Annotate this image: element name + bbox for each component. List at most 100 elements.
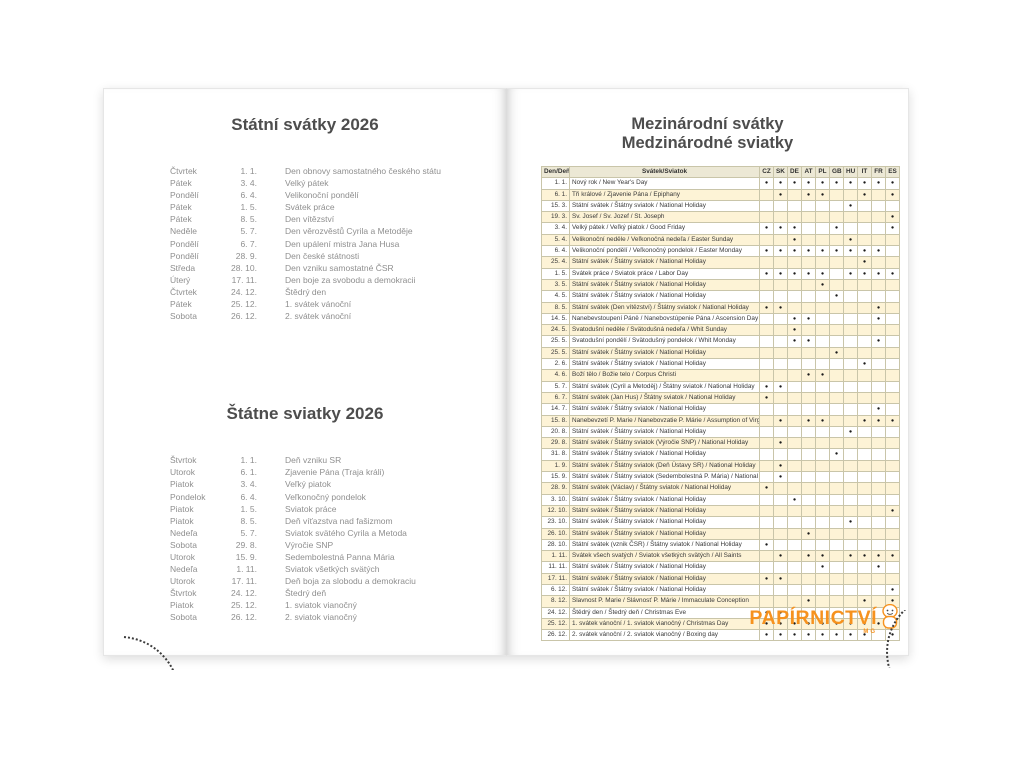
mark-cell (759, 527, 774, 540)
mark-cell (885, 391, 900, 405)
mark-cell (787, 572, 802, 585)
mark-cell: ● (885, 583, 900, 597)
mark-cell (885, 301, 900, 314)
mark-cell: ● (829, 617, 844, 631)
mark-cell (787, 380, 802, 393)
date-cell: 17. 11. (541, 572, 570, 585)
mark-cell: ● (759, 482, 774, 495)
table-row: 4. 5. Státní svátek / Štátny sviatok / Na… (541, 290, 900, 303)
mark-cell (773, 516, 788, 529)
mark-cell (829, 516, 844, 529)
column-header-country-es: ES (885, 165, 900, 179)
mark-cell (871, 222, 886, 235)
mark-cell: ● (773, 222, 788, 235)
date-cell: 3. 5. (541, 278, 570, 292)
table-row: 6. 7. Státní svátek (Jan Hus) / Štátny sv… (541, 391, 900, 405)
mark-cell: ● (759, 380, 774, 393)
mark-cell (815, 482, 830, 495)
holiday-cell: Nanebevstoupení Páně / Nanebovstúpenie P… (569, 312, 760, 326)
mark-cell: ● (843, 245, 858, 258)
mark-cell: ● (857, 267, 872, 280)
holiday-day: Pondelok (170, 491, 206, 502)
mark-cell (857, 290, 872, 303)
mark-cell (843, 538, 858, 552)
mark-cell (759, 425, 774, 439)
mark-cell (871, 471, 886, 484)
date-cell: 1. 9. (541, 459, 570, 473)
table-row: 1. 9. Státní svátek / Štátny sviatok (Deň… (541, 459, 900, 473)
table-row: 26. 10. Státní svátek / Štátny sviatok / … (541, 527, 900, 540)
mark-cell (829, 414, 844, 427)
date-cell: 14. 5. (541, 312, 570, 326)
mark-cell (773, 482, 788, 495)
table-row: 8. 12. Slavnost P. Marie / Slávnosť P. Má… (541, 595, 900, 608)
mark-cell (773, 211, 788, 224)
mark-cell (759, 256, 774, 269)
mark-cell (815, 380, 830, 393)
holiday-cell: Státní svátek / Štátny sviatok / Nationa… (569, 527, 760, 540)
mark-cell (815, 504, 830, 518)
holiday-day: Nedeľa (170, 564, 198, 575)
holiday-name: Velký pátek (285, 178, 329, 189)
table-row: 3. 10. Státní svátek / Štátny sviatok / N… (541, 493, 900, 506)
mark-cell (857, 471, 872, 484)
date-cell: 11. 11. (541, 561, 570, 574)
mark-cell (829, 233, 844, 247)
logo-subtext: MG (863, 629, 877, 635)
table-row: 8. 5. Státní svátek (Den vítězství) / Štá… (541, 301, 900, 314)
holiday-row: Štvrtok 24. 12. Štedrý deň (170, 587, 506, 599)
mark-cell (871, 538, 886, 552)
mark-cell: ● (773, 550, 788, 563)
holiday-cell: Sv. Josef / Sv. Jozef / St. Joseph (569, 211, 760, 224)
mark-cell (857, 561, 872, 574)
mark-cell: ● (815, 561, 830, 574)
date-cell: 1. 11. (541, 550, 570, 563)
mark-cell (759, 403, 774, 416)
mark-cell (759, 516, 774, 529)
date-cell: 4. 6. (541, 369, 570, 382)
holiday-name: Deň vzniku SR (285, 455, 342, 466)
mark-cell (871, 516, 886, 529)
mark-cell (857, 425, 872, 439)
mark-cell (801, 538, 816, 552)
table-row: 5. 4. Velikonoční neděle / Veľkonočná ned… (541, 233, 900, 247)
date-cell: 12. 10. (541, 504, 570, 518)
mark-cell: ● (843, 516, 858, 529)
holiday-name: Den upálení mistra Jana Husa (285, 238, 400, 249)
mark-cell (801, 516, 816, 529)
mark-cell: ● (885, 504, 900, 518)
mark-cell: ● (773, 267, 788, 280)
mark-cell: ● (759, 222, 774, 235)
mark-cell (801, 572, 816, 585)
mark-cell (871, 199, 886, 213)
mark-cell (885, 403, 900, 416)
holiday-date: 8. 5. (240, 515, 257, 526)
holiday-day: Piatok (170, 503, 194, 514)
mark-cell (885, 425, 900, 439)
mark-cell (759, 583, 774, 597)
holiday-date: 28. 10. (231, 262, 257, 273)
holiday-name: Sviatok svätého Cyrila a Metoda (285, 527, 407, 538)
date-cell: 8. 5. (541, 301, 570, 314)
mark-cell: ● (871, 550, 886, 563)
mark-cell (815, 324, 830, 337)
mark-cell (801, 471, 816, 484)
mark-cell (759, 346, 774, 360)
holiday-cell: Velikonoční pondělí / Veľkonočný pondelo… (569, 245, 760, 258)
holiday-day: Nedeľa (170, 527, 198, 538)
date-cell: 4. 5. (541, 290, 570, 303)
mark-cell (843, 222, 858, 235)
table-row: 1. 1. Nový rok / New Year's Day ● ● ● ● ● ● ● ● ● ● (541, 177, 900, 190)
date-cell: 31. 8. (541, 448, 570, 461)
mark-cell (801, 290, 816, 303)
holiday-date: 25. 12. (231, 299, 257, 310)
date-cell: 3. 10. (541, 493, 570, 506)
mark-cell (801, 448, 816, 461)
holiday-date: 1. 11. (236, 564, 257, 575)
date-cell: 25. 5. (541, 346, 570, 360)
holiday-row: Štvrtok 1. 1. Deň vzniku SR (170, 454, 506, 466)
holiday-name: Štedrý deň (285, 588, 327, 599)
holiday-row: Piatok 3. 4. Veľký piatok (170, 478, 506, 490)
title-line-1: Mezinárodní svátky (631, 115, 784, 133)
holiday-name: 2. sviatok vianočný (285, 612, 357, 623)
